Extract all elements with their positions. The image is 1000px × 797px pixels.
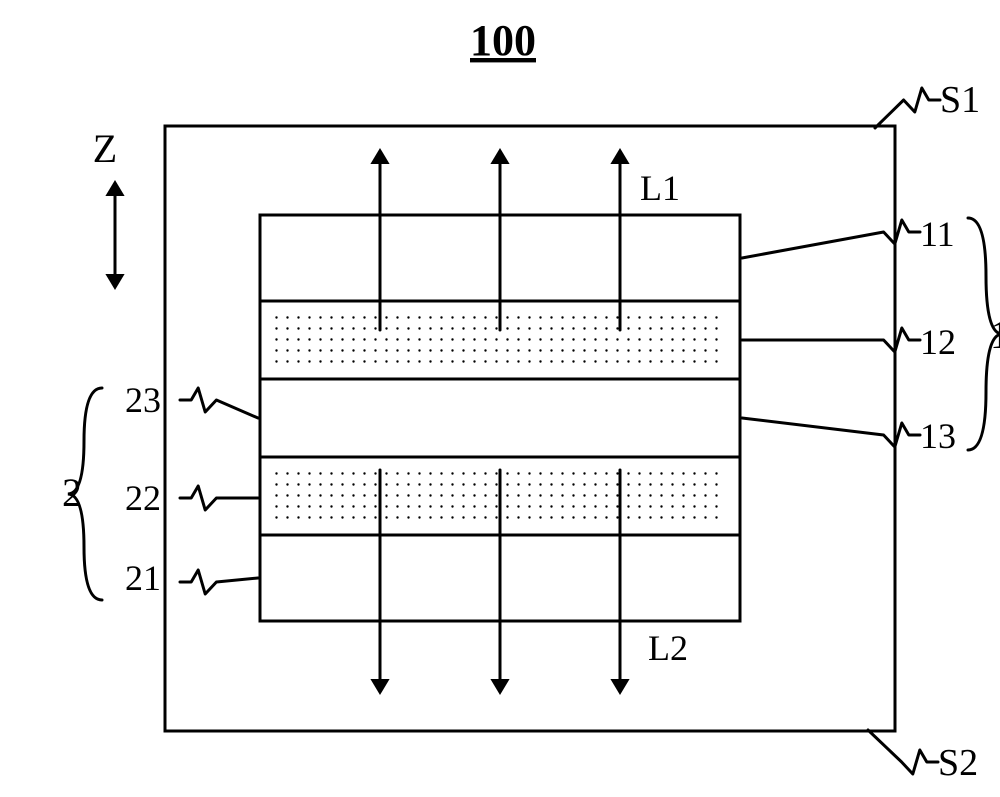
- diagram-svg: 100ZL1L2S1111213S223222112: [0, 0, 1000, 797]
- group-label-1: 1: [990, 312, 1000, 357]
- z-axis-label: Z: [93, 126, 117, 171]
- label-13: 13: [920, 416, 956, 456]
- label-L2: L2: [648, 628, 688, 668]
- label-22: 22: [125, 478, 161, 518]
- label-S2: S2: [938, 742, 978, 784]
- label-12: 12: [920, 322, 956, 362]
- label-23: 23: [125, 380, 161, 420]
- label-L1: L1: [640, 168, 680, 208]
- label-21: 21: [125, 558, 161, 598]
- group-label-2: 2: [62, 470, 82, 515]
- label-11: 11: [920, 214, 955, 254]
- label-S1: S1: [940, 79, 980, 121]
- figure-number: 100: [470, 16, 536, 65]
- layer-2: [260, 379, 740, 457]
